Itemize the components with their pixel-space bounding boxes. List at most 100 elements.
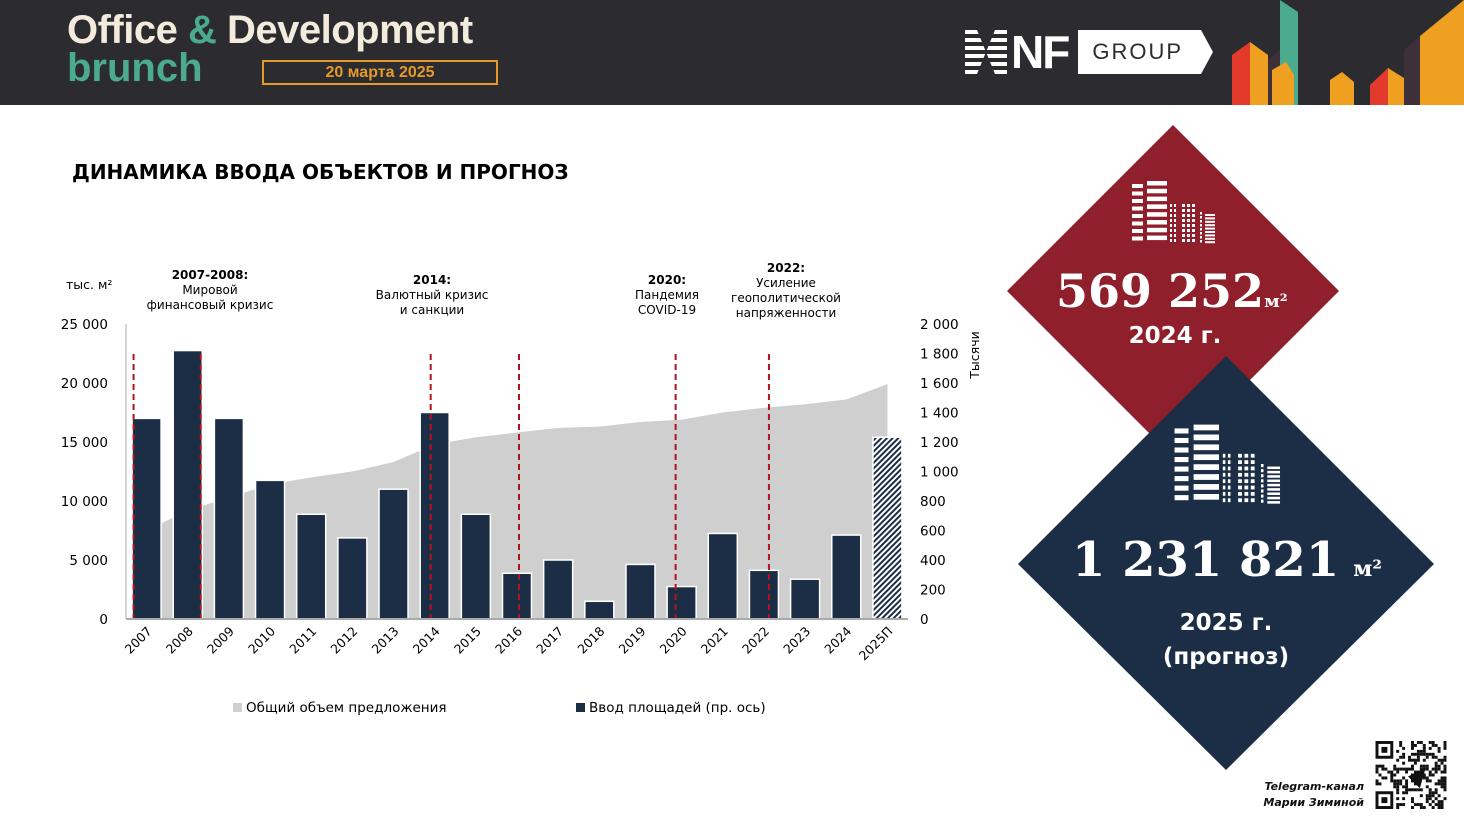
event-title-amp: & [187,8,217,52]
event-label-title-2022: 2022: [767,261,805,275]
bar-2014 [419,411,450,620]
right-axis-tick: 0 [920,612,929,628]
event-label-line-2008: финансовый кризис [147,298,274,312]
x-axis-tick-2011: 2011 [286,624,319,657]
stat-2025-diamond [1018,356,1434,770]
x-axis-tick-2018: 2018 [574,623,607,656]
legend-swatch-supply [233,703,242,712]
nf-group-logo: NF GROUP [965,26,1213,78]
event-label-title-2008: 2007-2008: [172,268,249,282]
logo-nf-text: NF [1011,26,1070,78]
decorative-buildings-graphic [1232,0,1464,105]
bar-2021 [707,532,739,620]
telegram-caption-line2: Марии Зиминой [1263,796,1364,809]
bar-2025П [872,436,903,620]
x-axis-tick-2013: 2013 [369,624,402,657]
stat-2024-diamond [1007,125,1339,457]
right-axis-tick: 800 [920,494,946,510]
bar-2011 [295,513,327,620]
bar-2010 [254,479,286,620]
legend-label-supply: Общий объем предложения [246,700,447,716]
header-banner: Office & Development brunch 20 марта 202… [0,0,1464,105]
logo-group-text: GROUP [1078,30,1213,74]
right-axis-tick: 400 [920,553,946,569]
event-label-line-2022: геополитической [731,291,841,305]
stat-2024-number: 569 252 [1056,264,1265,318]
right-axis-tick: 1 600 [920,376,959,392]
stat-2024-year: 2024 г. [1128,323,1222,349]
stat-2025-year: 2025 г. [1179,610,1273,636]
right-axis-tick: 1 000 [920,465,959,481]
x-axis-tick-2016: 2016 [492,623,525,656]
x-axis-tick-2014: 2014 [410,623,443,656]
event-date: 20 марта 2025 [262,60,498,85]
left-axis-tick: 20 000 [61,376,108,392]
bar-2017 [542,559,574,620]
bar-2020 [666,585,697,620]
event-label-line-2014: Валютный кризис [376,288,489,302]
bar-2016 [501,572,533,620]
buildings-icon [1174,424,1281,504]
stat-2025-forecast-note: (прогноз) [1162,644,1290,670]
right-axis-tick: 2 000 [920,317,959,333]
event-title: Office & Development [67,8,473,53]
legend-label-completions: Ввод площадей (пр. ось) [589,700,766,716]
right-axis-tick: 1 800 [920,347,959,363]
buildings-icon [1132,181,1215,244]
right-axis-tick: 600 [920,524,946,540]
event-label-line-2014: и санкции [400,303,464,317]
stat-2025-value: 1 231 821 м² [1072,532,1382,588]
bar-2013 [378,488,409,620]
bar-2019 [625,563,656,620]
right-axis-tick: 1 400 [920,406,959,422]
event-label-line-2022: Усиление [756,276,816,290]
x-axis-tick-2025П: 2025П [856,624,896,664]
event-subtitle: brunch [67,46,203,90]
bar-2009 [213,417,245,620]
event-label-line-2020: Пандемия [635,288,699,302]
bar-2012 [337,537,368,620]
left-axis-tick: 0 [99,612,108,628]
stat-2024-value: 569 252м² [1056,264,1288,318]
right-axis-tick: 200 [920,583,946,599]
right-axis-label: Тысячи [967,331,982,379]
bar-2007 [131,417,162,620]
left-axis-tick: 25 000 [61,317,108,333]
bar-2023 [789,578,821,620]
x-axis-tick-2021: 2021 [698,624,731,657]
area-series-total-supply [146,384,888,619]
legend-swatch-completions [576,703,585,712]
x-axis-tick-2008: 2008 [163,623,196,656]
left-axis-unit-label: тыс. м² [66,277,112,292]
x-axis-tick-2023: 2023 [780,624,813,657]
telegram-channel-caption: Telegram-канал Марии Зиминой [1232,779,1364,811]
stat-2025-number: 1 231 821 [1072,532,1340,588]
x-axis-tick-2019: 2019 [615,623,648,656]
stat-2024-unit: м² [1264,291,1288,312]
right-axis-tick: 1 200 [920,435,959,451]
stat-2025-unit: м² [1353,556,1382,582]
left-axis-tick: 10 000 [61,494,108,510]
event-label-line-2008: Мировой [182,283,237,297]
x-axis-tick-2020: 2020 [657,623,690,656]
event-title-office: Office [67,8,178,52]
event-title-development: Development [227,8,473,52]
event-label-title-2020: 2020: [648,273,686,287]
page-title: ДИНАМИКА ВВОДА ОБЪЕКТОВ И ПРОГНОЗ [72,160,569,184]
qr-code-icon[interactable] [1375,741,1447,809]
x-axis-tick-2010: 2010 [245,623,278,656]
x-axis-tick-2024: 2024 [821,623,854,656]
x-axis-tick-2009: 2009 [204,623,237,656]
bar-2024 [831,534,862,620]
event-label-line-2022: напряженности [736,306,837,320]
bar-2018 [584,600,615,620]
logo-stripes-icon [965,30,1007,74]
event-label-line-2020: COVID-19 [638,303,696,317]
telegram-caption-line1: Telegram-канал [1264,780,1365,793]
bar-2015 [460,513,492,620]
left-axis-tick: 5 000 [69,553,108,569]
bar-2022 [748,569,780,620]
bar-2008 [172,349,203,620]
x-axis-tick-2017: 2017 [533,624,566,657]
